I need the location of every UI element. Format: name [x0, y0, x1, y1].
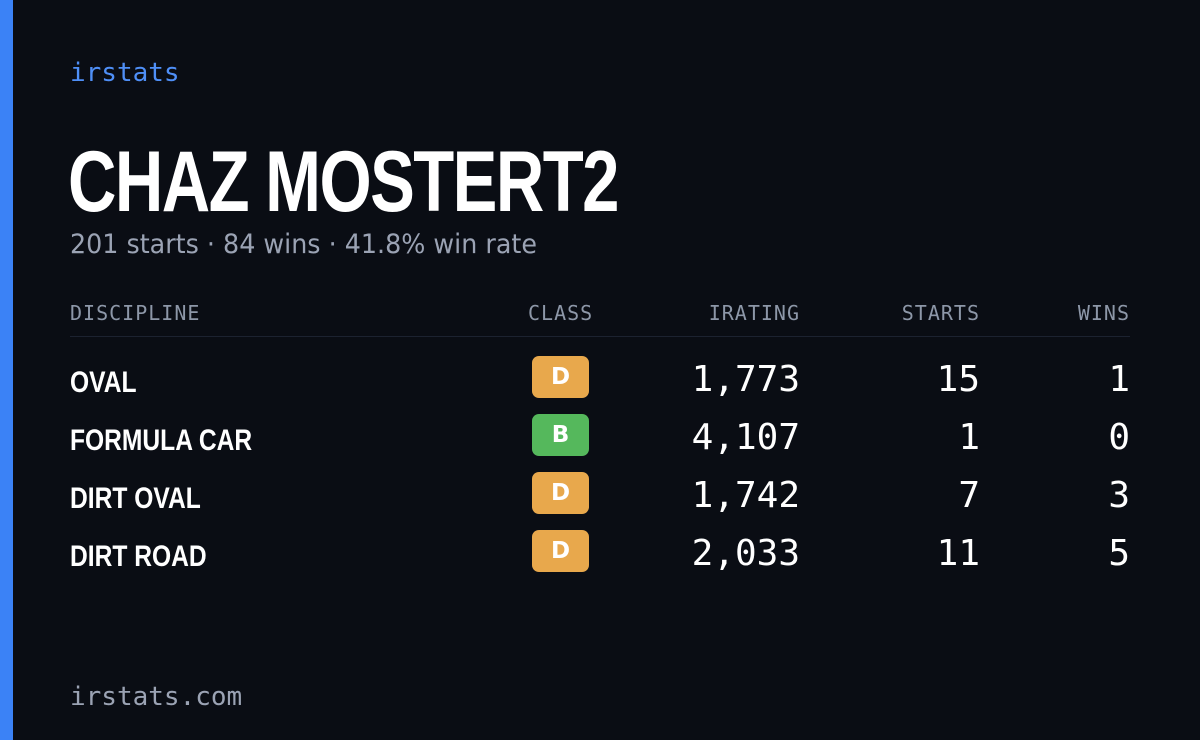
footer-site-url: irstats.com [70, 682, 243, 712]
wins-value: 0 [1108, 417, 1130, 458]
class-badge: D [532, 530, 589, 572]
class-badge: D [532, 472, 589, 514]
header-wins: WINS [1077, 301, 1130, 325]
header-starts: STARTS [901, 301, 980, 325]
wins-value: 5 [1108, 533, 1130, 574]
header-discipline: DISCIPLINE [70, 301, 201, 325]
accent-bar [0, 0, 13, 740]
irating-value: 1,773 [691, 359, 800, 400]
irating-value: 2,033 [691, 533, 800, 574]
discipline-name: DIRT OVAL [70, 482, 201, 515]
class-badge: D [532, 356, 589, 398]
starts-value: 1 [958, 417, 980, 458]
starts-value: 11 [936, 533, 980, 574]
wins-value: 3 [1108, 475, 1130, 516]
discipline-name: FORMULA CAR [70, 424, 253, 457]
table-header: DISCIPLINE CLASS IRATING STARTS WINS [70, 296, 1130, 337]
irating-value: 1,742 [691, 475, 800, 516]
discipline-name: DIRT ROAD [70, 540, 207, 573]
table-row: DIRT ROAD D 2,033 11 5 [70, 511, 1130, 574]
table-row: OVAL D 1,773 15 1 [70, 337, 1130, 400]
player-summary: 201 starts · 84 wins · 41.8% win rate [70, 229, 537, 260]
player-name: CHAZ MOSTERT2 [68, 134, 619, 230]
discipline-name: OVAL [70, 366, 137, 399]
class-badge: B [532, 414, 589, 456]
header-class: CLASS [528, 301, 594, 325]
starts-value: 7 [958, 475, 980, 516]
header-irating: IRATING [708, 301, 800, 325]
table-row: DIRT OVAL D 1,742 7 3 [70, 453, 1130, 516]
table-row: FORMULA CAR B 4,107 1 0 [70, 395, 1130, 458]
starts-value: 15 [936, 359, 980, 400]
wins-value: 1 [1108, 359, 1130, 400]
discipline-table: DISCIPLINE CLASS IRATING STARTS WINS OVA… [70, 296, 1130, 574]
brand-logo-text: irstats [70, 58, 180, 88]
irating-value: 4,107 [691, 417, 800, 458]
